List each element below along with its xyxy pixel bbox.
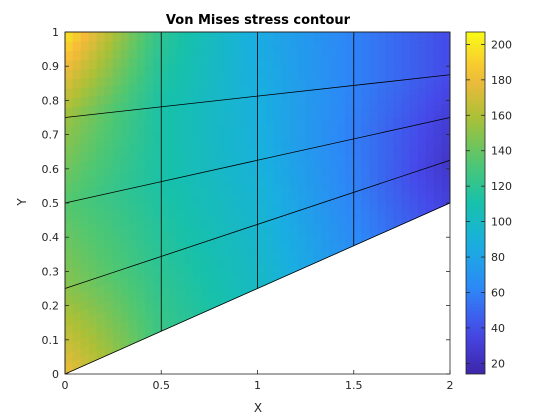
colorbar: 20 40 60 80 100 120 140 160 180 200 [465, 31, 512, 375]
y-tick-label: 0 [52, 368, 59, 381]
y-tick-label: 0.6 [42, 163, 60, 176]
colorbar-tick-label: 200 [491, 38, 512, 51]
colorbar-scale [465, 31, 486, 375]
x-tick-label: 1.5 [345, 379, 363, 392]
colorbar-tick-label: 80 [491, 251, 505, 264]
x-tick-label: 0.5 [153, 379, 171, 392]
chart-title: Von Mises stress contour [166, 13, 351, 28]
y-tick-label: 0.4 [42, 231, 60, 244]
plot-axes: 0 0.5 1 1.5 2 0 0.1 0.2 0.3 0.4 0.5 0.6 0.7 0.8 0.9 1 [42, 26, 454, 392]
colorbar-tick-label: 140 [491, 145, 512, 158]
y-tick-label: 0.9 [42, 60, 60, 73]
y-tick-label: 0.1 [42, 334, 60, 347]
x-axis-label: X [254, 401, 262, 415]
colorbar-tick-label: 40 [491, 322, 505, 335]
colorbar-tick-label: 160 [491, 109, 512, 122]
y-tick-label: 0.7 [42, 129, 60, 142]
colorbar-tick-label: 20 [491, 357, 505, 370]
y-tick-label: 1 [52, 26, 59, 39]
colorbar-tick-label: 100 [491, 216, 512, 229]
y-axis-label: Y [15, 198, 29, 207]
stress-field [64, 31, 451, 375]
y-tick-label: 0.5 [42, 197, 60, 210]
y-tick-label: 0.3 [42, 265, 60, 278]
colorbar-tick-label: 60 [491, 286, 505, 299]
colorbar-tick-label: 180 [491, 74, 512, 87]
y-tick-label: 0.2 [42, 300, 60, 313]
x-tick-label: 2 [447, 379, 454, 392]
x-tick-label: 1 [254, 379, 261, 392]
colorbar-tick-label: 120 [491, 180, 512, 193]
y-tick-label: 0.8 [42, 94, 60, 107]
x-tick-label: 0 [62, 379, 69, 392]
